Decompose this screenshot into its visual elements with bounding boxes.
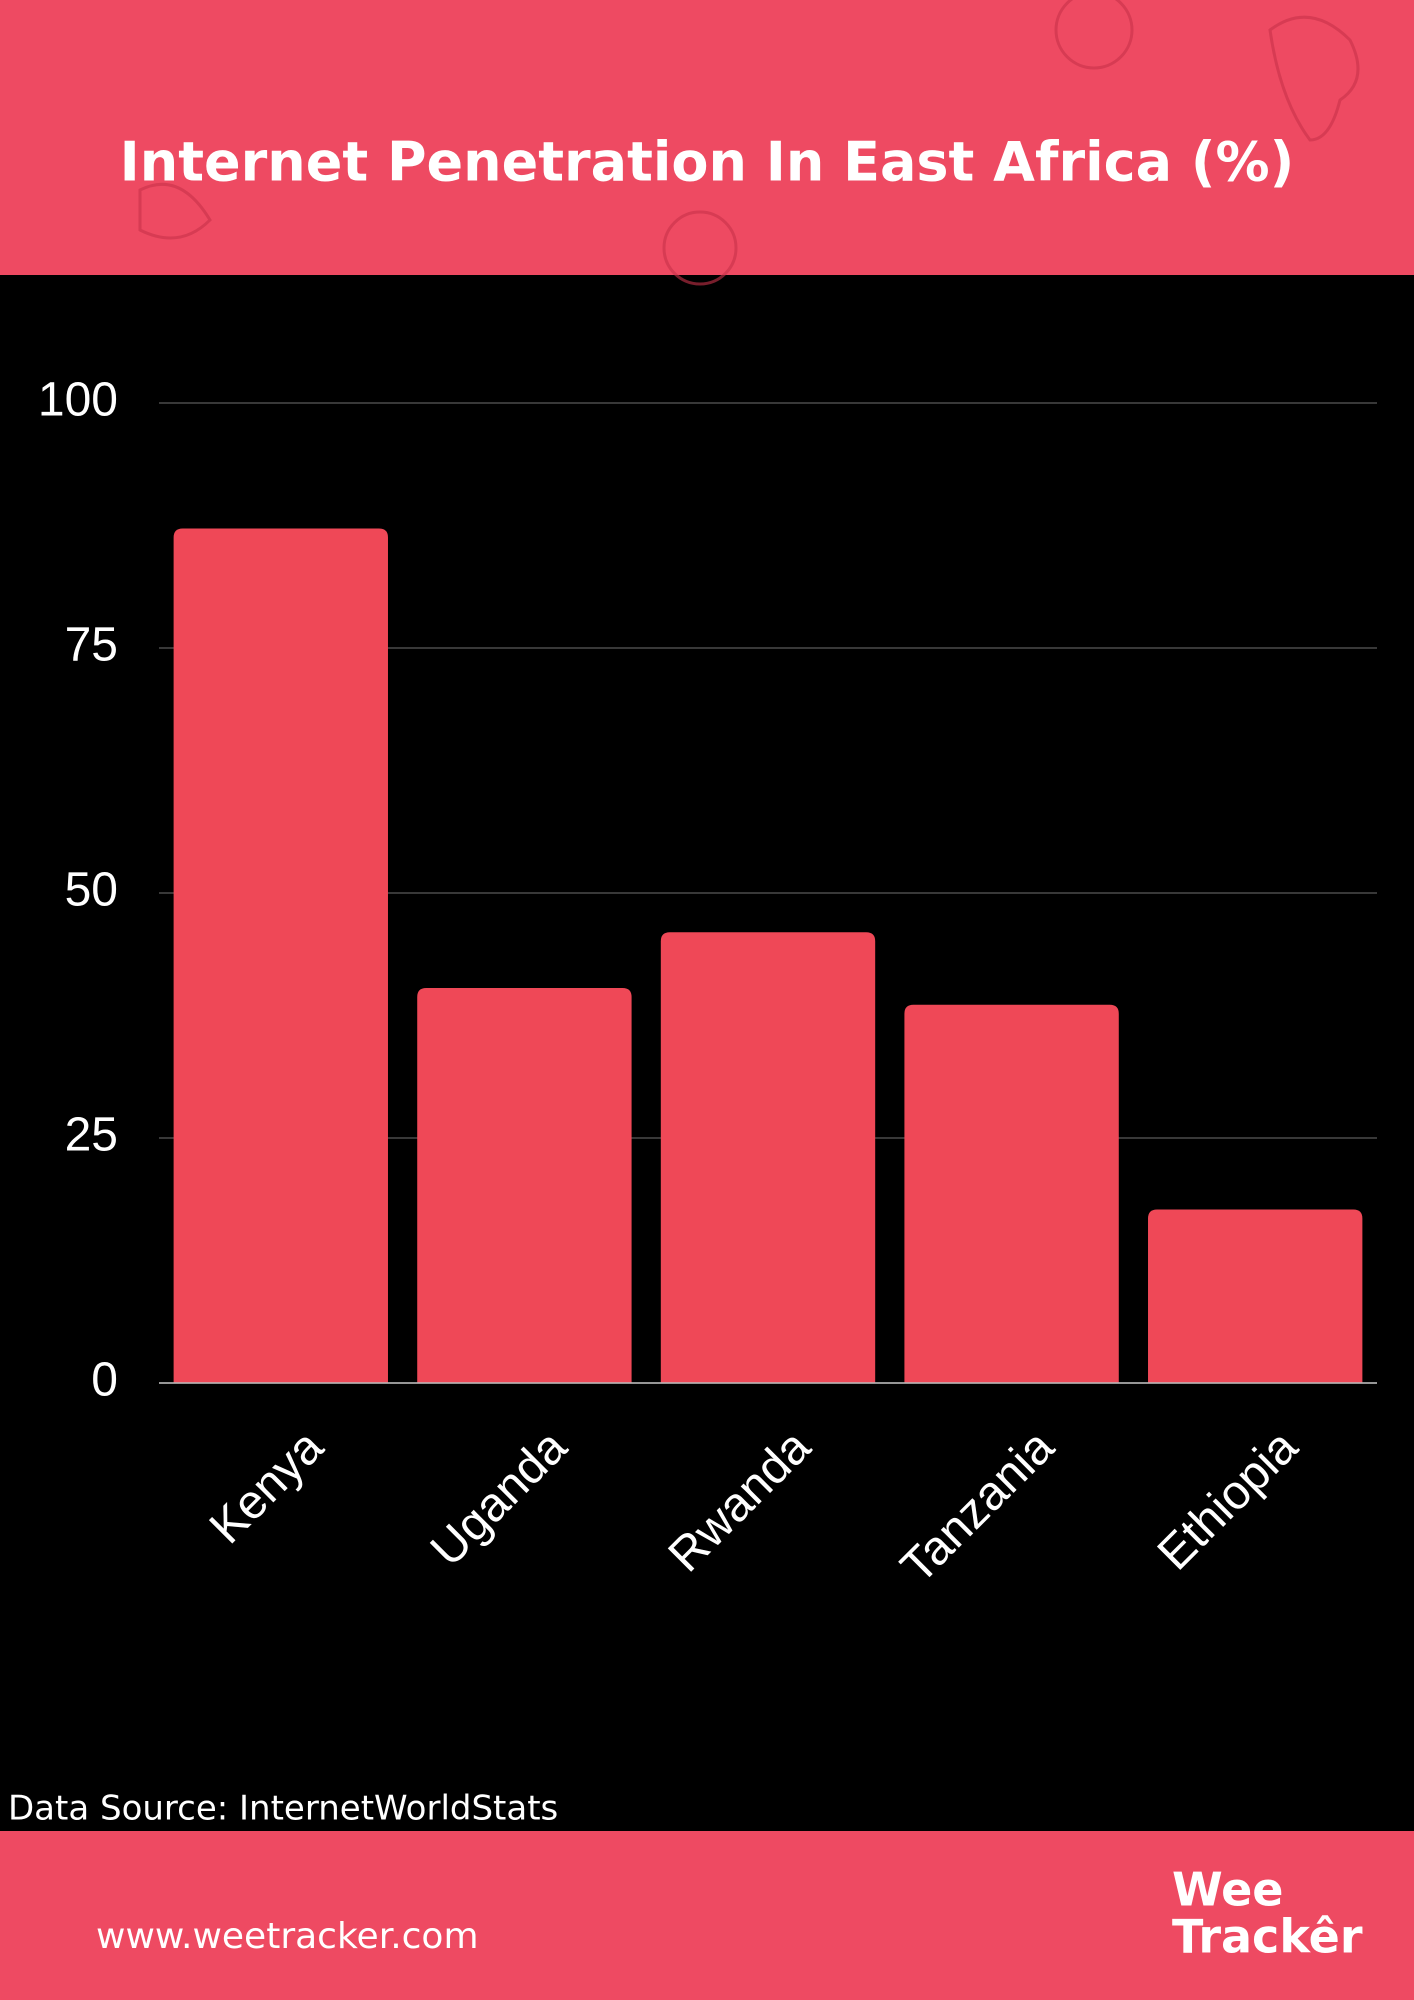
- logo-line: Wee: [1172, 1863, 1284, 1917]
- y-tick-label: 0: [91, 1354, 118, 1407]
- footer-band: [0, 1831, 1414, 2000]
- y-tick-label: 75: [65, 619, 118, 672]
- header-band: [0, 0, 1414, 275]
- y-tick-label: 25: [65, 1109, 118, 1162]
- bar: [660, 932, 876, 1383]
- bar: [904, 1004, 1119, 1383]
- bar: [173, 528, 388, 1383]
- y-tick-label: 100: [38, 374, 118, 427]
- bar: [417, 988, 632, 1383]
- website: www.weetracker.com: [96, 1916, 479, 1957]
- y-tick-label: 50: [65, 864, 118, 917]
- bar: [1148, 1209, 1363, 1383]
- header-decoration: [138, 0, 1360, 286]
- source-note: Data Source: InternetWorldStats: [8, 1789, 558, 1829]
- chart-title: Internet Penetration In East Africa (%): [120, 131, 1295, 194]
- logo-line: Trackêr: [1172, 1910, 1363, 1964]
